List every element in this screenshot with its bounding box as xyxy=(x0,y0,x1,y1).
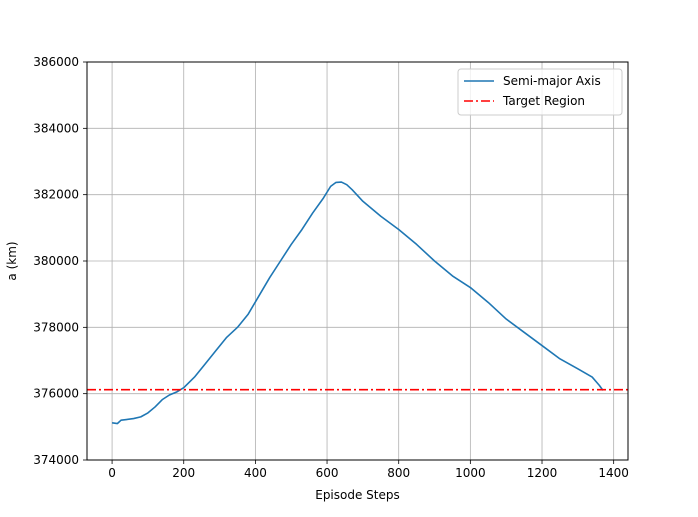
x-tick-label: 600 xyxy=(316,466,339,480)
x-axis-label: Episode Steps xyxy=(315,488,400,502)
y-tick-label: 374000 xyxy=(33,453,79,467)
ticks: 0 200 400 600 800 1000 1200 1400 374000 376000 378… xyxy=(33,55,629,480)
x-tick-label: 1200 xyxy=(527,466,558,480)
x-tick-label: 200 xyxy=(172,466,195,480)
y-tick-label: 384000 xyxy=(33,121,79,135)
y-tick-label: 380000 xyxy=(33,254,79,268)
plot-area xyxy=(87,181,628,425)
y-tick-label: 386000 xyxy=(33,55,79,69)
y-axis-label: a (km) xyxy=(5,241,19,280)
x-tick-label: 400 xyxy=(244,466,267,480)
legend-box xyxy=(457,68,623,116)
legend-label-semi-major-axis: Semi-major Axis xyxy=(503,74,601,88)
x-tick-label: 800 xyxy=(387,466,410,480)
x-tick-label: 1400 xyxy=(598,466,629,480)
grid xyxy=(87,61,628,461)
y-tick-label: 378000 xyxy=(33,320,79,334)
legend-label-target-region: Target Region xyxy=(502,94,585,108)
y-tick-label: 382000 xyxy=(33,188,79,202)
series-line-semi-major-axis xyxy=(111,181,604,425)
x-tick-label: 0 xyxy=(108,466,116,480)
x-tick-label: 1000 xyxy=(455,466,486,480)
y-tick-label: 376000 xyxy=(33,387,79,401)
legend: Semi-major Axis Target Region xyxy=(457,68,623,116)
